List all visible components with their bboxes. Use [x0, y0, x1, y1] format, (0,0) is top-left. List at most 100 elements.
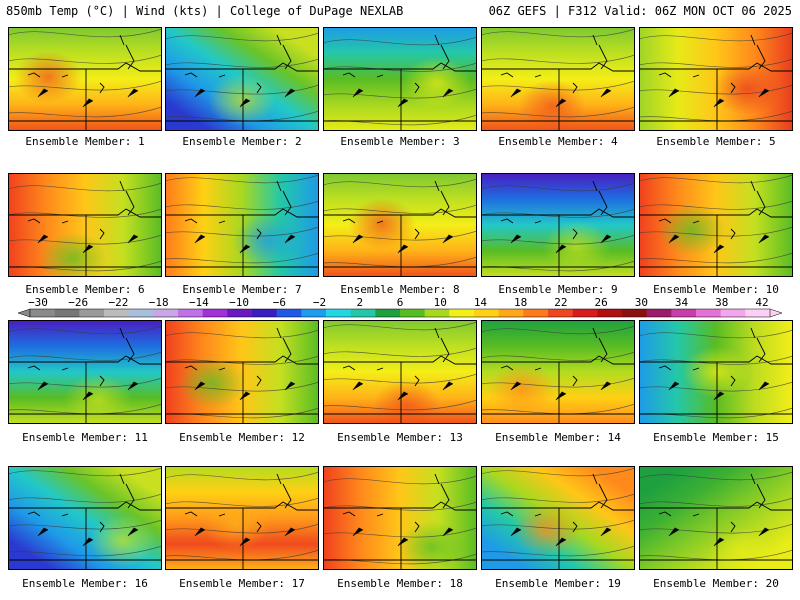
ensemble-member-map [165, 320, 319, 424]
colorbar-swatch [646, 309, 672, 317]
colorbar-max-arrow [769, 308, 783, 318]
colorbar-tick-label: 18 [514, 296, 527, 309]
temperature-field-map [8, 466, 162, 570]
panel-frame [323, 173, 477, 277]
ensemble-member-label: Ensemble Member: 9 [498, 283, 618, 296]
height-contours [639, 174, 793, 264]
temperature-field-map [323, 173, 477, 277]
temperature-field-map [639, 320, 793, 424]
ensemble-member-map [323, 466, 477, 570]
header-title: 850mb Temp (°C) | Wind (kts) | College o… [6, 4, 404, 18]
wind-barbs [37, 527, 139, 547]
ensemble-member-map [323, 173, 477, 277]
temperature-maximum [203, 498, 271, 550]
wind-barbs [37, 381, 139, 401]
colorbar-tick-label: 34 [675, 296, 689, 309]
colorbar-tick-label: 26 [594, 296, 607, 309]
colorbar-tick-label: −10 [229, 296, 249, 309]
colorbar-swatch [128, 309, 154, 317]
ensemble-member-map [8, 173, 162, 277]
ensemble-member-label: Ensemble Member: 2 [182, 135, 302, 148]
ensemble-member-label: Ensemble Member: 8 [340, 283, 460, 296]
political-borders [639, 34, 793, 131]
ensemble-member-map [165, 173, 319, 277]
colorbar-swatch [104, 309, 129, 317]
political-borders [8, 34, 162, 131]
temperature-maximum [488, 363, 556, 415]
political-borders [481, 327, 635, 424]
temperature-maximum [513, 504, 581, 556]
height-contours [323, 178, 477, 268]
colorbar-swatch [326, 309, 351, 317]
temperature-maximum [39, 232, 107, 277]
wind-barbs [37, 88, 139, 108]
political-borders [8, 473, 162, 570]
ensemble-member-label: Ensemble Member: 10 [653, 283, 779, 296]
ensemble-member-map [323, 320, 477, 424]
ensemble-member-map [481, 27, 635, 131]
political-borders [323, 327, 477, 424]
panel-frame [165, 466, 319, 570]
colorbar-swatch [523, 309, 549, 317]
political-borders [165, 327, 319, 424]
ensemble-member-label: Ensemble Member: 1 [25, 135, 145, 148]
political-borders [481, 473, 635, 570]
ensemble-member-label: Ensemble Member: 18 [337, 577, 463, 590]
colorbar-swatch [498, 309, 524, 317]
panel-frame [323, 466, 477, 570]
colorbar-swatch [622, 309, 647, 317]
temperature-field-map [639, 173, 793, 277]
colorbar-tick-label: 6 [397, 296, 404, 309]
temperature-maximum [178, 357, 246, 409]
ensemble-member-map [481, 466, 635, 570]
height-contours [8, 325, 162, 415]
temperature-maximum [348, 198, 416, 250]
colorbar-outline [29, 308, 771, 318]
ensemble-member-label: Ensemble Member: 16 [22, 577, 148, 590]
temperature-maximum [518, 80, 586, 131]
political-borders [481, 34, 635, 131]
temperature-colorbar: −30 −26 −22 −18 −14 −10 −6 −2 2 6 10 14 18 22 26 30 34 38… [17, 296, 783, 318]
panel-frame [165, 173, 319, 277]
colorbar-tick-label: −18 [149, 296, 169, 309]
political-borders [639, 473, 793, 570]
ensemble-member-map [8, 466, 162, 570]
colorbar-swatch [671, 309, 697, 317]
temperature-maximum [403, 57, 471, 109]
temperature-field-map [481, 27, 635, 131]
height-contours [639, 32, 793, 122]
wind-barbs [352, 234, 454, 254]
panel-frame [8, 27, 162, 131]
ensemble-member-map [639, 320, 793, 424]
colorbar-tick-label: −22 [109, 296, 129, 309]
political-borders [165, 34, 319, 131]
political-borders [481, 180, 635, 277]
height-contours [8, 467, 162, 557]
height-contours [323, 321, 477, 411]
panel-frame [481, 320, 635, 424]
temperature-maximum [708, 527, 776, 570]
ensemble-member-label: Ensemble Member: 19 [495, 577, 621, 590]
colorbar-tick-label: 38 [715, 296, 728, 309]
panel-frame [8, 466, 162, 570]
colorbar-swatch [745, 309, 771, 317]
wind-barbs [510, 234, 612, 254]
colorbar-tick-label: −14 [189, 296, 209, 309]
ensemble-member-map [639, 27, 793, 131]
colorbar-swatch [474, 309, 499, 317]
temperature-maximum [373, 380, 441, 424]
ensemble-member-label: Ensemble Member: 7 [182, 283, 302, 296]
colorbar-swatch [375, 309, 401, 317]
ensemble-member-map [639, 173, 793, 277]
temperature-field-map [8, 27, 162, 131]
political-borders [323, 473, 477, 570]
height-contours [165, 174, 319, 264]
colorbar-tick-label: 2 [356, 296, 363, 309]
temperature-field-map [481, 173, 635, 277]
panel-frame [481, 466, 635, 570]
colorbar-tick-label: −30 [28, 296, 48, 309]
height-contours [165, 32, 319, 122]
wind-barbs [668, 381, 770, 401]
colorbar-swatch [696, 309, 721, 317]
panel-frame [8, 173, 162, 277]
